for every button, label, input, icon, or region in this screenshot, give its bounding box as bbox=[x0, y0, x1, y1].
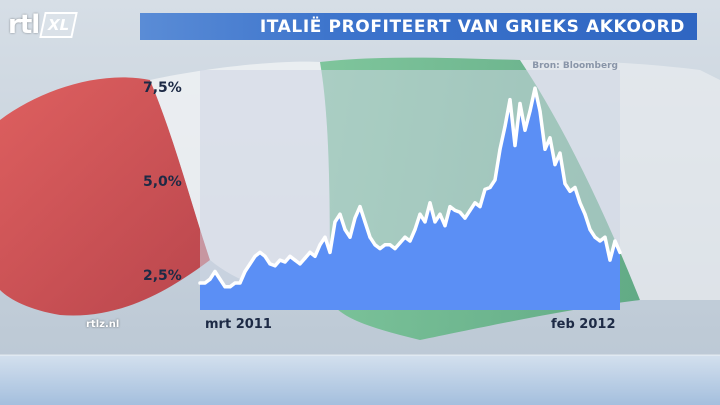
data-point bbox=[443, 224, 447, 228]
data-point bbox=[398, 241, 402, 245]
data-point bbox=[373, 243, 377, 247]
data-point bbox=[448, 205, 452, 209]
data-point bbox=[608, 258, 612, 262]
data-point bbox=[298, 262, 302, 266]
data-point bbox=[618, 250, 622, 254]
chart-title: ITALIË PROFITEERT VAN GRIEKS AKKOORD bbox=[259, 16, 685, 37]
data-point bbox=[598, 239, 602, 243]
data-point bbox=[518, 101, 522, 106]
data-point bbox=[543, 147, 547, 151]
data-point bbox=[363, 220, 367, 224]
data-point bbox=[378, 247, 382, 251]
data-point bbox=[438, 212, 442, 216]
data-point bbox=[313, 254, 317, 258]
data-point bbox=[468, 208, 472, 212]
data-point bbox=[268, 262, 272, 266]
data-point bbox=[323, 235, 327, 239]
data-point bbox=[283, 260, 287, 264]
data-point bbox=[548, 136, 552, 140]
data-point bbox=[553, 163, 557, 167]
data-point bbox=[213, 269, 217, 274]
data-point bbox=[263, 254, 267, 258]
data-point bbox=[413, 227, 417, 232]
data-point bbox=[578, 201, 582, 205]
data-point bbox=[498, 147, 502, 151]
data-point bbox=[523, 128, 527, 132]
data-point bbox=[503, 124, 507, 128]
data-point bbox=[258, 250, 262, 254]
data-point bbox=[343, 227, 347, 232]
y-tick-label-2-5: 2,5% bbox=[143, 268, 182, 284]
series-area bbox=[200, 88, 620, 310]
data-point bbox=[588, 227, 592, 232]
data-point bbox=[558, 151, 562, 155]
data-point bbox=[338, 212, 342, 216]
data-point bbox=[218, 277, 222, 281]
data-point bbox=[603, 235, 607, 239]
data-point bbox=[383, 243, 387, 247]
data-point bbox=[493, 178, 497, 182]
data-point bbox=[528, 109, 532, 113]
data-point bbox=[238, 281, 242, 285]
data-point bbox=[488, 185, 492, 190]
watermark: rtlz.nl bbox=[86, 319, 120, 330]
data-point bbox=[228, 285, 232, 289]
data-point bbox=[508, 98, 512, 102]
data-point bbox=[583, 212, 587, 216]
data-point bbox=[198, 281, 202, 285]
data-point bbox=[353, 216, 357, 220]
data-point bbox=[513, 143, 517, 148]
data-point bbox=[563, 182, 567, 186]
data-point bbox=[428, 201, 432, 205]
data-point bbox=[463, 216, 467, 220]
data-point bbox=[568, 189, 572, 193]
data-point bbox=[243, 269, 247, 274]
data-point bbox=[318, 243, 322, 247]
data-point bbox=[593, 235, 597, 239]
data-point bbox=[358, 205, 362, 209]
data-point bbox=[613, 239, 617, 243]
x-tick-label-end: feb 2012 bbox=[551, 317, 616, 332]
data-point bbox=[328, 250, 332, 254]
data-point bbox=[403, 235, 407, 239]
data-point bbox=[483, 187, 487, 191]
data-points bbox=[198, 86, 622, 289]
data-point bbox=[233, 281, 237, 285]
y-tick-label-5-0: 5,0% bbox=[143, 174, 182, 190]
data-point bbox=[458, 210, 462, 214]
data-point bbox=[388, 243, 392, 247]
data-point bbox=[278, 258, 282, 262]
data-point bbox=[308, 250, 312, 254]
y-tick-label-7-5: 7,5% bbox=[143, 80, 182, 96]
data-point bbox=[453, 208, 457, 212]
data-point bbox=[333, 220, 337, 224]
data-point bbox=[303, 256, 307, 260]
data-point bbox=[348, 235, 352, 239]
data-point bbox=[248, 262, 252, 266]
data-point bbox=[533, 86, 537, 90]
x-tick-label-start: mrt 2011 bbox=[205, 317, 272, 332]
data-point bbox=[573, 185, 577, 190]
data-point bbox=[208, 277, 212, 281]
data-point bbox=[223, 285, 227, 289]
data-point bbox=[253, 254, 257, 258]
title-bar: ITALIË PROFITEERT VAN GRIEKS AKKOORD bbox=[140, 13, 697, 40]
data-point bbox=[418, 212, 422, 216]
data-point bbox=[423, 220, 427, 224]
channel-logo: rtl XL bbox=[8, 8, 79, 42]
data-point bbox=[288, 254, 292, 258]
data-point bbox=[293, 258, 297, 262]
data-point bbox=[408, 239, 412, 243]
data-point bbox=[433, 220, 437, 224]
data-point bbox=[538, 109, 542, 113]
data-point bbox=[393, 247, 397, 251]
logo-text: rtl bbox=[8, 10, 40, 40]
source-note: Bron: Bloomberg bbox=[532, 61, 618, 71]
data-point bbox=[478, 205, 482, 209]
data-point bbox=[473, 201, 477, 205]
data-point bbox=[203, 281, 207, 285]
data-point bbox=[273, 264, 277, 268]
data-point bbox=[368, 235, 372, 239]
